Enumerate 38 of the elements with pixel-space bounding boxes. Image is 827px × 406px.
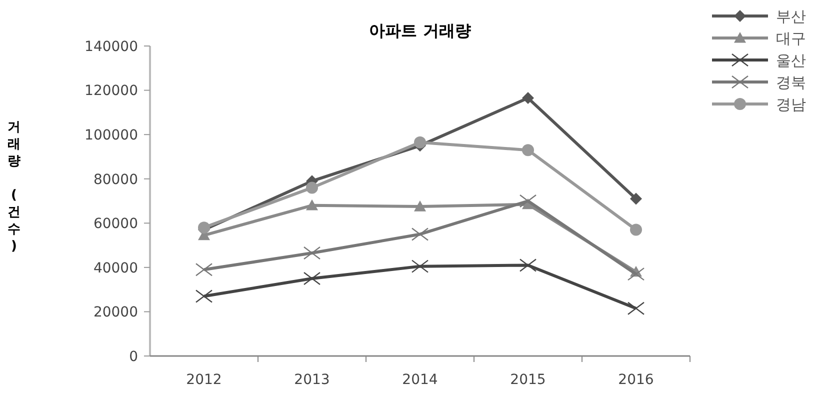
point bbox=[411, 228, 429, 241]
y-tick-label: 60000 bbox=[93, 216, 138, 232]
y-tick-label: 20000 bbox=[93, 304, 138, 321]
y-tick-label: 80000 bbox=[93, 172, 138, 188]
legend-label: 경북 bbox=[776, 73, 806, 92]
legend-label: 경남 bbox=[776, 95, 806, 114]
point bbox=[306, 199, 318, 210]
point bbox=[195, 290, 213, 303]
point bbox=[414, 200, 426, 212]
x-tick-label: 2015 bbox=[510, 372, 546, 388]
point bbox=[630, 192, 642, 205]
point bbox=[303, 246, 321, 260]
point bbox=[519, 258, 537, 272]
y-tick-label: 0 bbox=[129, 348, 138, 365]
legend-label: 부산 bbox=[776, 7, 806, 26]
point bbox=[303, 272, 321, 286]
point bbox=[411, 260, 429, 273]
point bbox=[414, 136, 426, 148]
point bbox=[519, 194, 537, 208]
y-tick-label: 40000 bbox=[93, 260, 138, 276]
y-tick-label: 140000 bbox=[84, 38, 138, 55]
text: 거래량 (건수) bbox=[8, 120, 20, 254]
x-tick-label: 2013 bbox=[294, 372, 330, 388]
point bbox=[195, 263, 213, 276]
point bbox=[627, 267, 645, 281]
legend-label: 울산 bbox=[776, 51, 806, 70]
point bbox=[522, 144, 534, 156]
chart-title: 아파트 거래량 bbox=[369, 21, 471, 40]
y-tick-label: 100000 bbox=[84, 127, 138, 144]
x-tick-label: 2012 bbox=[186, 372, 222, 388]
x-tick-label: 2014 bbox=[402, 372, 438, 388]
x-tick-label: 2016 bbox=[618, 372, 654, 388]
y-tick-label: 120000 bbox=[84, 83, 138, 100]
point bbox=[522, 92, 534, 104]
legend-label: 대구 bbox=[776, 29, 806, 48]
point bbox=[630, 224, 642, 236]
point bbox=[627, 302, 645, 315]
point bbox=[306, 182, 318, 194]
